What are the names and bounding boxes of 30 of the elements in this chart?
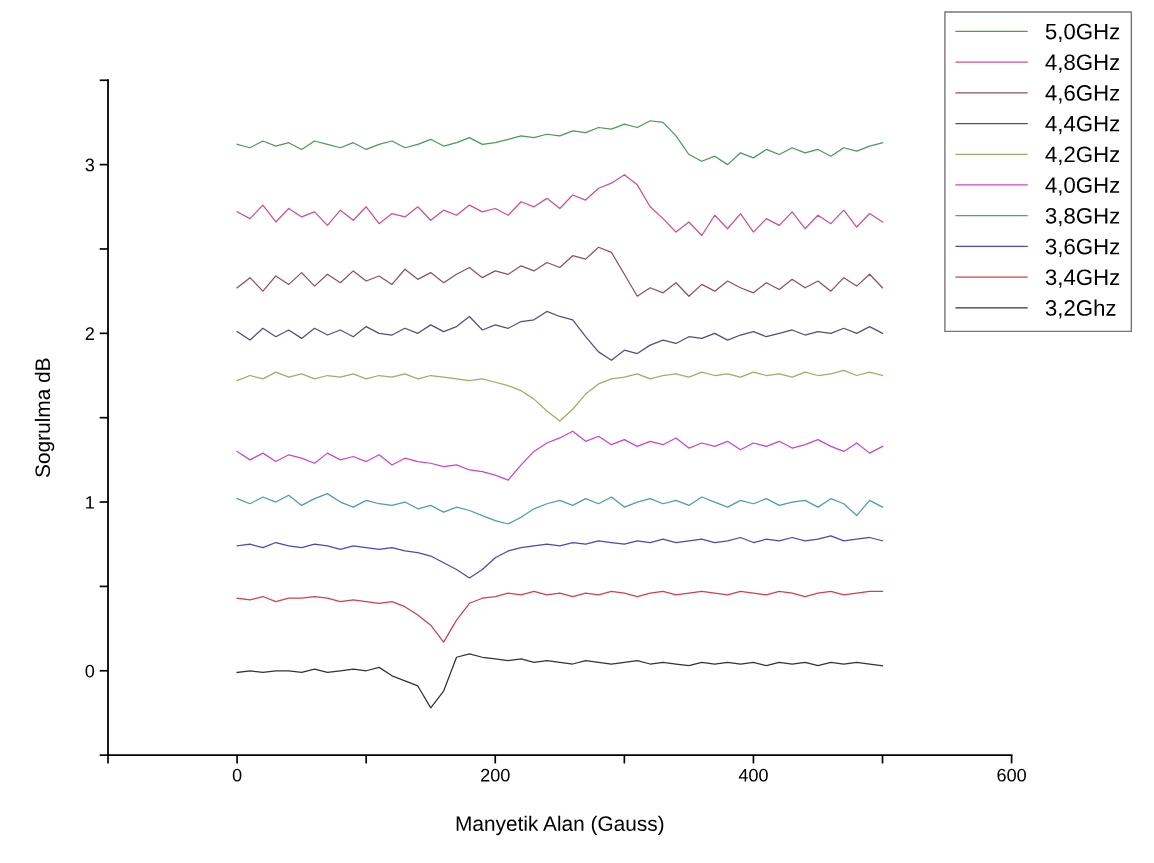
legend-label: 3,6GHz <box>1045 238 1120 258</box>
legend-label: 3,2Ghz <box>1045 299 1116 319</box>
line-series <box>236 246 884 297</box>
legend-label: 4,4GHz <box>1045 115 1120 135</box>
y-tick-label: 2 <box>85 327 94 340</box>
x-tick-label: 0 <box>232 768 242 782</box>
legend-label: 4,8GHz <box>1045 54 1120 73</box>
legend-label: 4,6GHz <box>1045 85 1120 104</box>
legend-label: 4,2GHz <box>1045 146 1120 165</box>
legend-label: 4,0GHz <box>1045 177 1120 196</box>
y-tick-label: 1 <box>86 496 94 509</box>
line-series <box>236 430 884 481</box>
line-series <box>236 590 884 643</box>
y-tick-label: 0 <box>85 664 95 678</box>
legend-label: 3,4GHz <box>1045 269 1120 288</box>
line-series <box>236 492 884 525</box>
y-axis-title: Sogrulma dB <box>34 358 55 477</box>
line-series <box>236 174 884 237</box>
x-tick-label: 600 <box>997 768 1026 782</box>
x-tick-label: 200 <box>481 768 510 782</box>
x-tick-label: 400 <box>738 768 768 782</box>
y-tick-label: 3 <box>85 158 95 172</box>
line-series <box>236 120 884 166</box>
line-series <box>236 310 884 361</box>
x-axis-title: Manyetik Alan (Gauss) <box>456 815 664 836</box>
legend-label: 5,0GHz <box>1045 23 1120 43</box>
line-series <box>236 653 884 709</box>
line-series <box>236 369 884 422</box>
line-series <box>236 535 884 579</box>
legend-label: 3,8GHz <box>1045 207 1120 227</box>
